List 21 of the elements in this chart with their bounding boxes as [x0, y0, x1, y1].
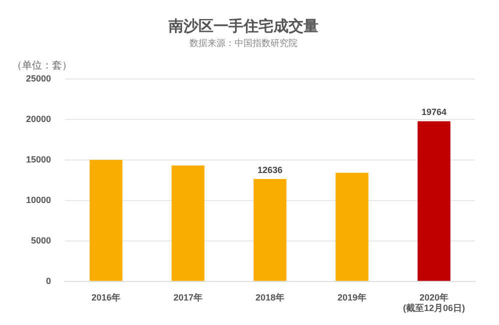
- x-tick-label: 2017年: [174, 292, 203, 302]
- x-tick-label: 2019年: [337, 292, 367, 302]
- y-tick-label: 20000: [26, 114, 52, 124]
- y-tick-label: 15000: [26, 154, 52, 164]
- y-tick-label: 10000: [26, 194, 52, 205]
- bar: [90, 160, 122, 281]
- bar: [336, 172, 368, 281]
- bar: [254, 179, 286, 281]
- x-tick-label: 2016年: [92, 292, 121, 302]
- data-label: 12636: [258, 164, 283, 175]
- x-tick-label: 2018年: [256, 292, 285, 302]
- data-label: 19764: [421, 107, 447, 118]
- x-tick-label: 2020年 (截至12月06日): [402, 292, 466, 314]
- bar: [172, 166, 204, 281]
- y-axis-title: （单位：套）: [12, 60, 72, 72]
- chart-subtitle: 数据来源：中国指数研究院: [190, 38, 298, 48]
- y-tick-label: 5000: [30, 235, 52, 246]
- chart-title: 南沙区一手住宅成交量: [168, 17, 318, 36]
- y-tick-label: 25000: [26, 73, 52, 84]
- bar: [418, 121, 450, 281]
- y-tick-label: 0: [46, 276, 52, 286]
